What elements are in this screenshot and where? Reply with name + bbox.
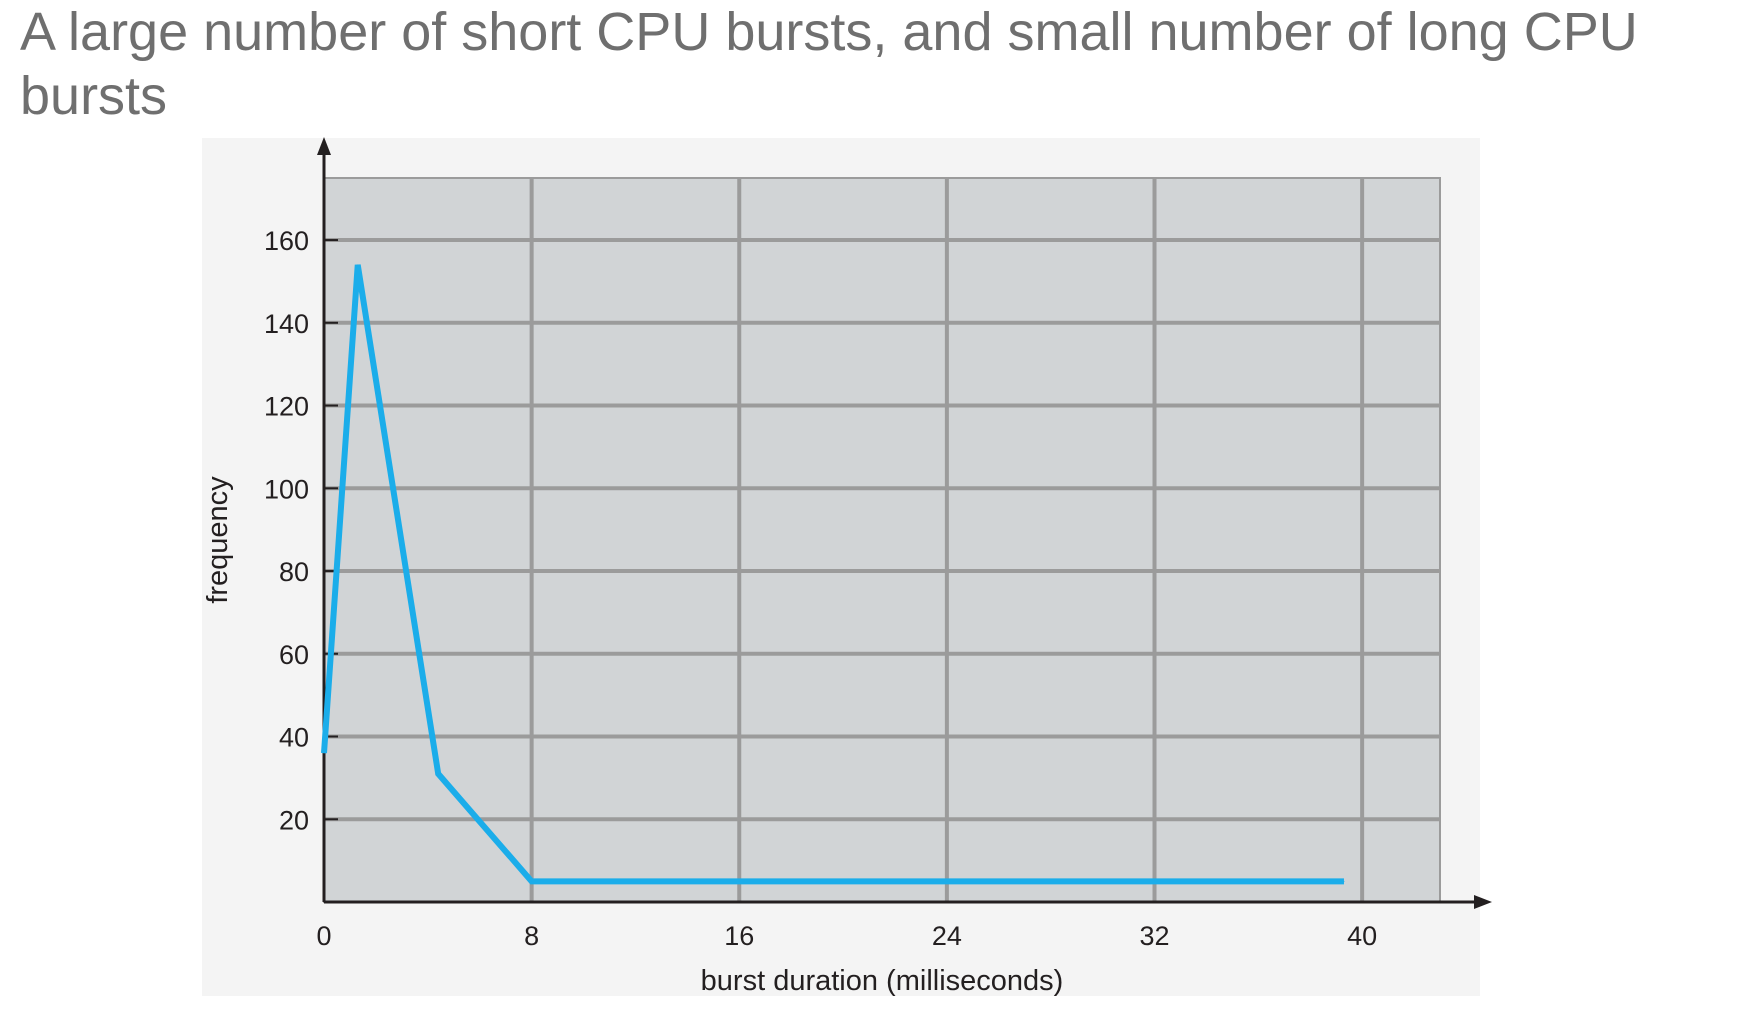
data-point-0-1 bbox=[357, 264, 359, 266]
data-point-0-5 bbox=[946, 880, 948, 882]
data-point-0-4 bbox=[738, 880, 740, 882]
y-tick-label-100: 100 bbox=[264, 474, 309, 504]
data-point-0-7 bbox=[1343, 880, 1345, 882]
y-tick-label-120: 120 bbox=[264, 392, 309, 422]
x-tick-label-40: 40 bbox=[1347, 921, 1377, 951]
data-point-0-0 bbox=[323, 752, 325, 754]
slide-title: A large number of short CPU bursts, and … bbox=[20, 2, 1638, 126]
tick-labels: 0 8 16 24 32 40 20 40 60 80 100 120 140 160 bbox=[264, 226, 1377, 951]
x-tick-label-16: 16 bbox=[724, 921, 754, 951]
y-tick-label-80: 80 bbox=[279, 557, 309, 587]
data-point-0-3 bbox=[531, 880, 533, 882]
y-axis-arrowhead bbox=[317, 137, 331, 155]
y-axis-label: frequency bbox=[202, 476, 234, 604]
data-point-0-2 bbox=[437, 773, 439, 775]
x-tick-label-0: 0 bbox=[316, 921, 331, 951]
gridlines bbox=[324, 178, 1440, 902]
x-tick-label-8: 8 bbox=[524, 921, 539, 951]
x-tick-label-24: 24 bbox=[932, 921, 962, 951]
plot-area-background bbox=[323, 177, 1441, 903]
x-axis-label: burst duration (milliseconds) bbox=[701, 965, 1064, 997]
y-tick-label-160: 160 bbox=[264, 226, 309, 256]
y-tick-label-60: 60 bbox=[279, 640, 309, 670]
series-line-0 bbox=[321, 264, 1344, 885]
x-axis-arrowhead bbox=[1474, 895, 1492, 909]
y-tick-label-20: 20 bbox=[279, 805, 309, 835]
data-point-0-6 bbox=[1154, 880, 1156, 882]
axes bbox=[317, 137, 1492, 909]
y-tick-label-40: 40 bbox=[279, 723, 309, 753]
x-tick-label-32: 32 bbox=[1139, 921, 1169, 951]
series-group bbox=[321, 264, 1345, 885]
y-tick-label-140: 140 bbox=[264, 309, 309, 339]
